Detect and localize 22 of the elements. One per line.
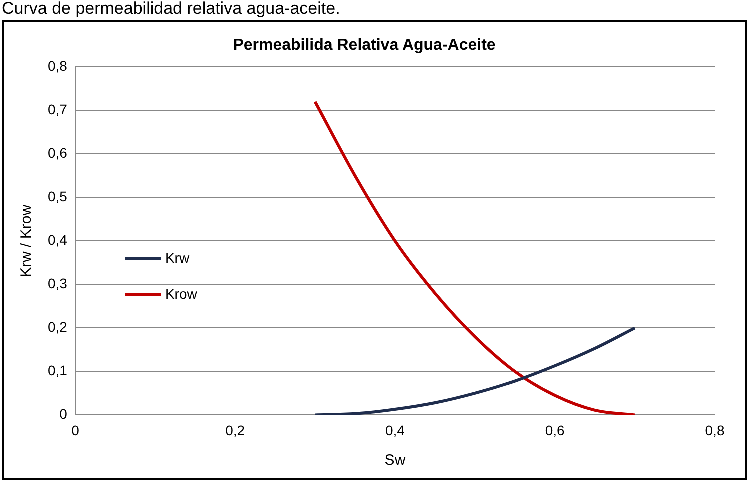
y-tick-label: 0,6 <box>48 145 68 162</box>
chart-title: Permeabilida Relativa Agua-Aceite <box>233 37 496 54</box>
x-tick-label: 0,6 <box>545 422 566 438</box>
x-tick-label: 0,8 <box>705 422 725 438</box>
y-tick-label: 0 <box>60 406 68 422</box>
legend-label: Krw <box>165 250 190 266</box>
line-series <box>314 326 637 416</box>
y-tick-label: 0,7 <box>48 102 68 118</box>
legend-label: Krow <box>165 286 198 302</box>
x-tick-label: 0,2 <box>226 422 246 438</box>
line-series <box>314 100 637 416</box>
text: Curva de permeabilidad relativa agua-aceite. <box>2 0 340 18</box>
y-tick-label: 0,2 <box>48 319 68 336</box>
y-tick-label: 0,5 <box>48 188 68 205</box>
y-axis-title: Krw / Krow <box>18 204 36 278</box>
x-tick-label: 0 <box>72 422 80 438</box>
x-tick-label: 0,4 <box>385 422 406 438</box>
y-tick-label: 0,4 <box>48 232 68 248</box>
y-tick-label: 0,1 <box>48 362 68 379</box>
y-tick-label: 0,3 <box>48 276 68 292</box>
y-tick-label: 0,8 <box>48 58 68 74</box>
x-axis-title: Sw <box>384 452 406 470</box>
